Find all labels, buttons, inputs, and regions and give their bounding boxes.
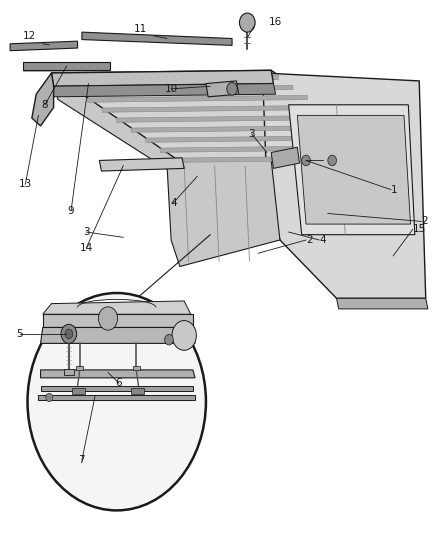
- Polygon shape: [59, 75, 279, 82]
- Text: 1: 1: [391, 184, 398, 195]
- Text: 7: 7: [78, 455, 85, 465]
- Polygon shape: [73, 85, 293, 92]
- Polygon shape: [160, 146, 380, 152]
- Polygon shape: [175, 156, 395, 163]
- Polygon shape: [64, 369, 74, 375]
- Polygon shape: [133, 366, 140, 370]
- Polygon shape: [336, 298, 428, 309]
- Text: 8: 8: [42, 100, 48, 110]
- Polygon shape: [146, 135, 366, 142]
- Text: 3: 3: [83, 227, 89, 237]
- Text: 4: 4: [170, 198, 177, 208]
- Text: 16: 16: [269, 17, 283, 27]
- Polygon shape: [117, 115, 336, 122]
- Circle shape: [46, 393, 53, 402]
- Circle shape: [302, 155, 311, 166]
- Circle shape: [99, 307, 117, 330]
- Circle shape: [165, 334, 173, 345]
- Text: 5: 5: [16, 329, 23, 340]
- Polygon shape: [297, 115, 410, 224]
- Polygon shape: [32, 73, 53, 126]
- Polygon shape: [39, 395, 195, 400]
- Circle shape: [61, 324, 77, 343]
- Polygon shape: [10, 41, 78, 51]
- Polygon shape: [51, 70, 402, 163]
- Text: 11: 11: [134, 24, 147, 34]
- Polygon shape: [271, 147, 300, 168]
- Polygon shape: [167, 160, 280, 266]
- Polygon shape: [88, 95, 307, 102]
- Circle shape: [227, 83, 237, 95]
- Text: 2: 2: [306, 235, 313, 245]
- Polygon shape: [41, 327, 195, 343]
- Polygon shape: [82, 32, 232, 45]
- Polygon shape: [182, 160, 410, 184]
- Polygon shape: [23, 62, 110, 70]
- Circle shape: [28, 293, 206, 511]
- Circle shape: [172, 320, 196, 350]
- Polygon shape: [262, 73, 426, 298]
- Circle shape: [328, 155, 336, 166]
- Circle shape: [276, 155, 284, 166]
- Text: 15: 15: [413, 224, 426, 235]
- Text: 13: 13: [19, 179, 32, 189]
- Polygon shape: [206, 81, 239, 97]
- Polygon shape: [41, 386, 193, 391]
- Polygon shape: [102, 106, 322, 112]
- Text: 6: 6: [116, 378, 122, 388]
- Text: 9: 9: [68, 206, 74, 216]
- Circle shape: [65, 329, 73, 338]
- Polygon shape: [51, 84, 276, 97]
- Polygon shape: [43, 301, 191, 314]
- Text: 10: 10: [165, 84, 178, 94]
- Polygon shape: [43, 314, 193, 327]
- Text: 14: 14: [80, 243, 93, 253]
- Text: 12: 12: [23, 31, 36, 41]
- Polygon shape: [51, 70, 273, 86]
- Polygon shape: [72, 389, 85, 394]
- Polygon shape: [289, 105, 415, 235]
- Text: 4: 4: [319, 235, 326, 245]
- Polygon shape: [76, 366, 83, 370]
- Polygon shape: [99, 158, 184, 171]
- Polygon shape: [51, 73, 191, 184]
- Polygon shape: [131, 389, 144, 394]
- Circle shape: [240, 13, 255, 32]
- Polygon shape: [41, 370, 195, 378]
- Text: 3: 3: [248, 129, 255, 139]
- Text: 2: 2: [421, 216, 428, 227]
- Polygon shape: [131, 125, 351, 132]
